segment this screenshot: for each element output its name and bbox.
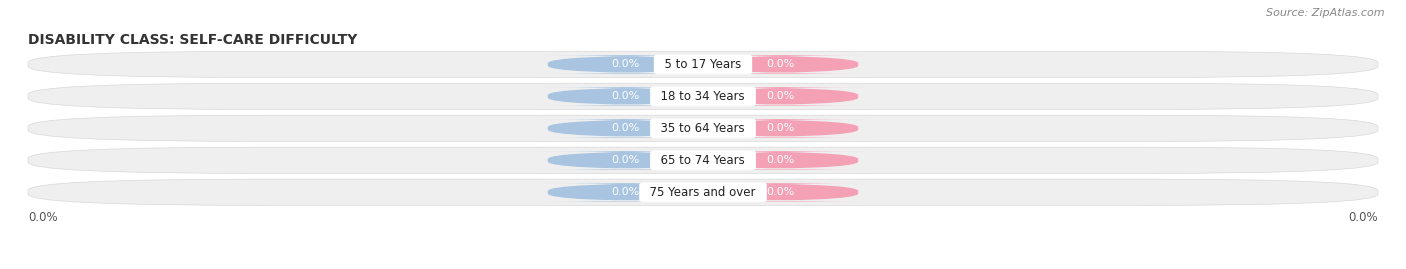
Text: 0.0%: 0.0% — [612, 155, 640, 165]
FancyBboxPatch shape — [28, 179, 1378, 205]
Text: 0.0%: 0.0% — [612, 187, 640, 197]
FancyBboxPatch shape — [28, 115, 1378, 141]
Text: Source: ZipAtlas.com: Source: ZipAtlas.com — [1267, 8, 1385, 18]
FancyBboxPatch shape — [28, 51, 1378, 77]
FancyBboxPatch shape — [28, 83, 1378, 109]
Text: 0.0%: 0.0% — [766, 123, 794, 133]
Text: 0.0%: 0.0% — [28, 211, 58, 224]
Text: 0.0%: 0.0% — [1348, 211, 1378, 224]
Text: 0.0%: 0.0% — [612, 91, 640, 101]
Text: 0.0%: 0.0% — [766, 187, 794, 197]
FancyBboxPatch shape — [689, 55, 872, 74]
Text: 0.0%: 0.0% — [766, 91, 794, 101]
Text: 0.0%: 0.0% — [612, 123, 640, 133]
Text: DISABILITY CLASS: SELF-CARE DIFFICULTY: DISABILITY CLASS: SELF-CARE DIFFICULTY — [28, 33, 357, 47]
Legend: Male, Female: Male, Female — [638, 266, 768, 269]
FancyBboxPatch shape — [28, 147, 1378, 174]
Text: 65 to 74 Years: 65 to 74 Years — [654, 154, 752, 167]
Text: 75 Years and over: 75 Years and over — [643, 186, 763, 199]
Text: 0.0%: 0.0% — [766, 155, 794, 165]
FancyBboxPatch shape — [534, 55, 717, 74]
FancyBboxPatch shape — [689, 151, 872, 169]
FancyBboxPatch shape — [534, 87, 717, 106]
Text: 0.0%: 0.0% — [612, 59, 640, 69]
Text: 35 to 64 Years: 35 to 64 Years — [654, 122, 752, 135]
FancyBboxPatch shape — [534, 183, 717, 201]
Text: 0.0%: 0.0% — [766, 59, 794, 69]
Text: 5 to 17 Years: 5 to 17 Years — [657, 58, 749, 71]
FancyBboxPatch shape — [689, 183, 872, 201]
FancyBboxPatch shape — [689, 119, 872, 137]
FancyBboxPatch shape — [534, 151, 717, 169]
FancyBboxPatch shape — [534, 119, 717, 137]
Text: 18 to 34 Years: 18 to 34 Years — [654, 90, 752, 103]
FancyBboxPatch shape — [689, 87, 872, 106]
